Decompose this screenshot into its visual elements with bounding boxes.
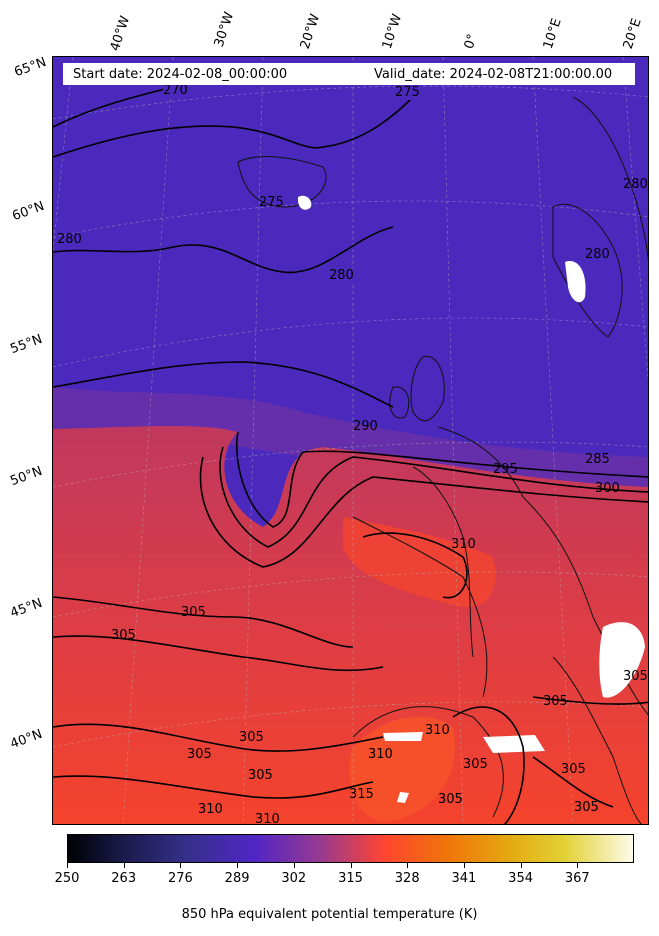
contour-label: 305 — [463, 757, 488, 772]
contour-label: 280 — [329, 268, 354, 283]
contour-label: 305 — [438, 792, 463, 807]
lon-label: 0° — [461, 32, 481, 51]
contour-label: 280 — [585, 247, 610, 262]
contour-label: 310 — [451, 537, 476, 552]
contour-label: 305 — [543, 694, 568, 709]
colorbar-tick-label: 367 — [564, 871, 590, 886]
lat-label: 65°N — [12, 54, 49, 81]
header-strip — [63, 63, 635, 85]
lat-label: 60°N — [10, 198, 47, 225]
contour-label: 305 — [111, 628, 136, 643]
colorbar-tick-label: 250 — [54, 871, 80, 886]
contour-label: 310 — [368, 747, 393, 762]
lat-label: 50°N — [8, 463, 45, 490]
lat-label: 45°N — [8, 595, 45, 622]
theta-e-field — [53, 57, 648, 824]
colorbar-tick — [123, 863, 125, 868]
start-date-label: Start date: 2024-02-08_00:00:00 — [73, 67, 288, 82]
contour-label: 305 — [248, 768, 273, 783]
contour-label: 315 — [349, 787, 374, 802]
lon-label: 20°W — [297, 12, 324, 51]
colorbar-tick — [237, 863, 239, 868]
colorbar-tick — [520, 863, 522, 868]
contour-label: 305 — [187, 747, 212, 762]
colorbar-tick-label: 289 — [224, 871, 250, 886]
warm-core — [343, 517, 496, 607]
colorbar-tick-label: 263 — [111, 871, 137, 886]
lon-label: 30°W — [211, 10, 238, 49]
colorbar-tick — [67, 863, 68, 868]
colorbar-tick-label: 276 — [167, 871, 193, 886]
colorbar-tick — [577, 863, 579, 868]
lon-label: 20°E — [620, 16, 645, 51]
lat-label: 55°N — [8, 331, 45, 358]
contour-label: 310 — [198, 802, 223, 817]
colorbar — [67, 834, 634, 863]
warm-airmass — [53, 425, 648, 824]
contour-label: 310 — [255, 812, 280, 825]
contour-label: 270 — [163, 83, 188, 98]
contour-label: 305 — [561, 762, 586, 777]
frontal-zone — [53, 387, 648, 497]
contour-label: 300 — [595, 481, 620, 496]
colorbar-tick — [180, 863, 182, 868]
lon-label: 10°E — [540, 16, 565, 51]
contour-label: 275 — [259, 195, 284, 210]
colorbar-tick — [407, 863, 409, 868]
contour-label: 280 — [623, 177, 648, 192]
contour-label: 305 — [574, 800, 599, 815]
contour-label: 290 — [353, 419, 378, 434]
contour-label: 275 — [395, 85, 420, 100]
colorbar-tick — [293, 863, 295, 868]
colorbar-tick — [350, 863, 352, 868]
contour-label: 305 — [181, 605, 206, 620]
contour-label: 295 — [493, 462, 518, 477]
lon-label: 40°W — [107, 14, 134, 53]
warm-core-south — [349, 716, 455, 822]
lon-label: 10°W — [379, 12, 406, 51]
colorbar-tick-label: 354 — [508, 871, 534, 886]
colorbar-tick — [463, 863, 465, 868]
masked-terrain — [297, 195, 645, 803]
colorbar-tick-label: 315 — [338, 871, 363, 886]
graticule — [53, 57, 648, 824]
contour-label: 305 — [623, 669, 648, 684]
lat-label: 40°N — [8, 726, 45, 753]
isentrope-contours — [53, 86, 648, 824]
colorbar-tick-label: 328 — [394, 871, 420, 886]
colorbar-title: 850 hPa equivalent potential temperature… — [181, 907, 478, 922]
contour-label: 310 — [425, 723, 450, 738]
contour-label: 285 — [585, 452, 610, 467]
contour-label: 305 — [239, 730, 264, 745]
colorbar-tick-label: 302 — [281, 871, 307, 886]
valid-date-label: Valid_date: 2024-02-08T21:00:00.00 — [374, 67, 613, 82]
contour-label: 280 — [57, 232, 82, 247]
colorbar-tick-label: 341 — [451, 871, 477, 886]
map-panel: 270 275 280 290 295 300 285 305 305 310 … — [52, 56, 649, 825]
